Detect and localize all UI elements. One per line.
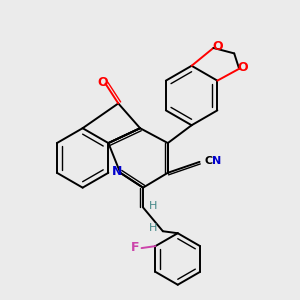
Text: O: O <box>212 40 223 53</box>
Text: C: C <box>205 156 213 166</box>
Text: O: O <box>238 61 248 74</box>
Text: H: H <box>149 223 157 233</box>
Text: O: O <box>97 76 108 89</box>
Text: N: N <box>112 165 122 178</box>
Text: H: H <box>149 202 157 212</box>
Text: F: F <box>130 241 139 254</box>
Text: N: N <box>212 156 222 166</box>
